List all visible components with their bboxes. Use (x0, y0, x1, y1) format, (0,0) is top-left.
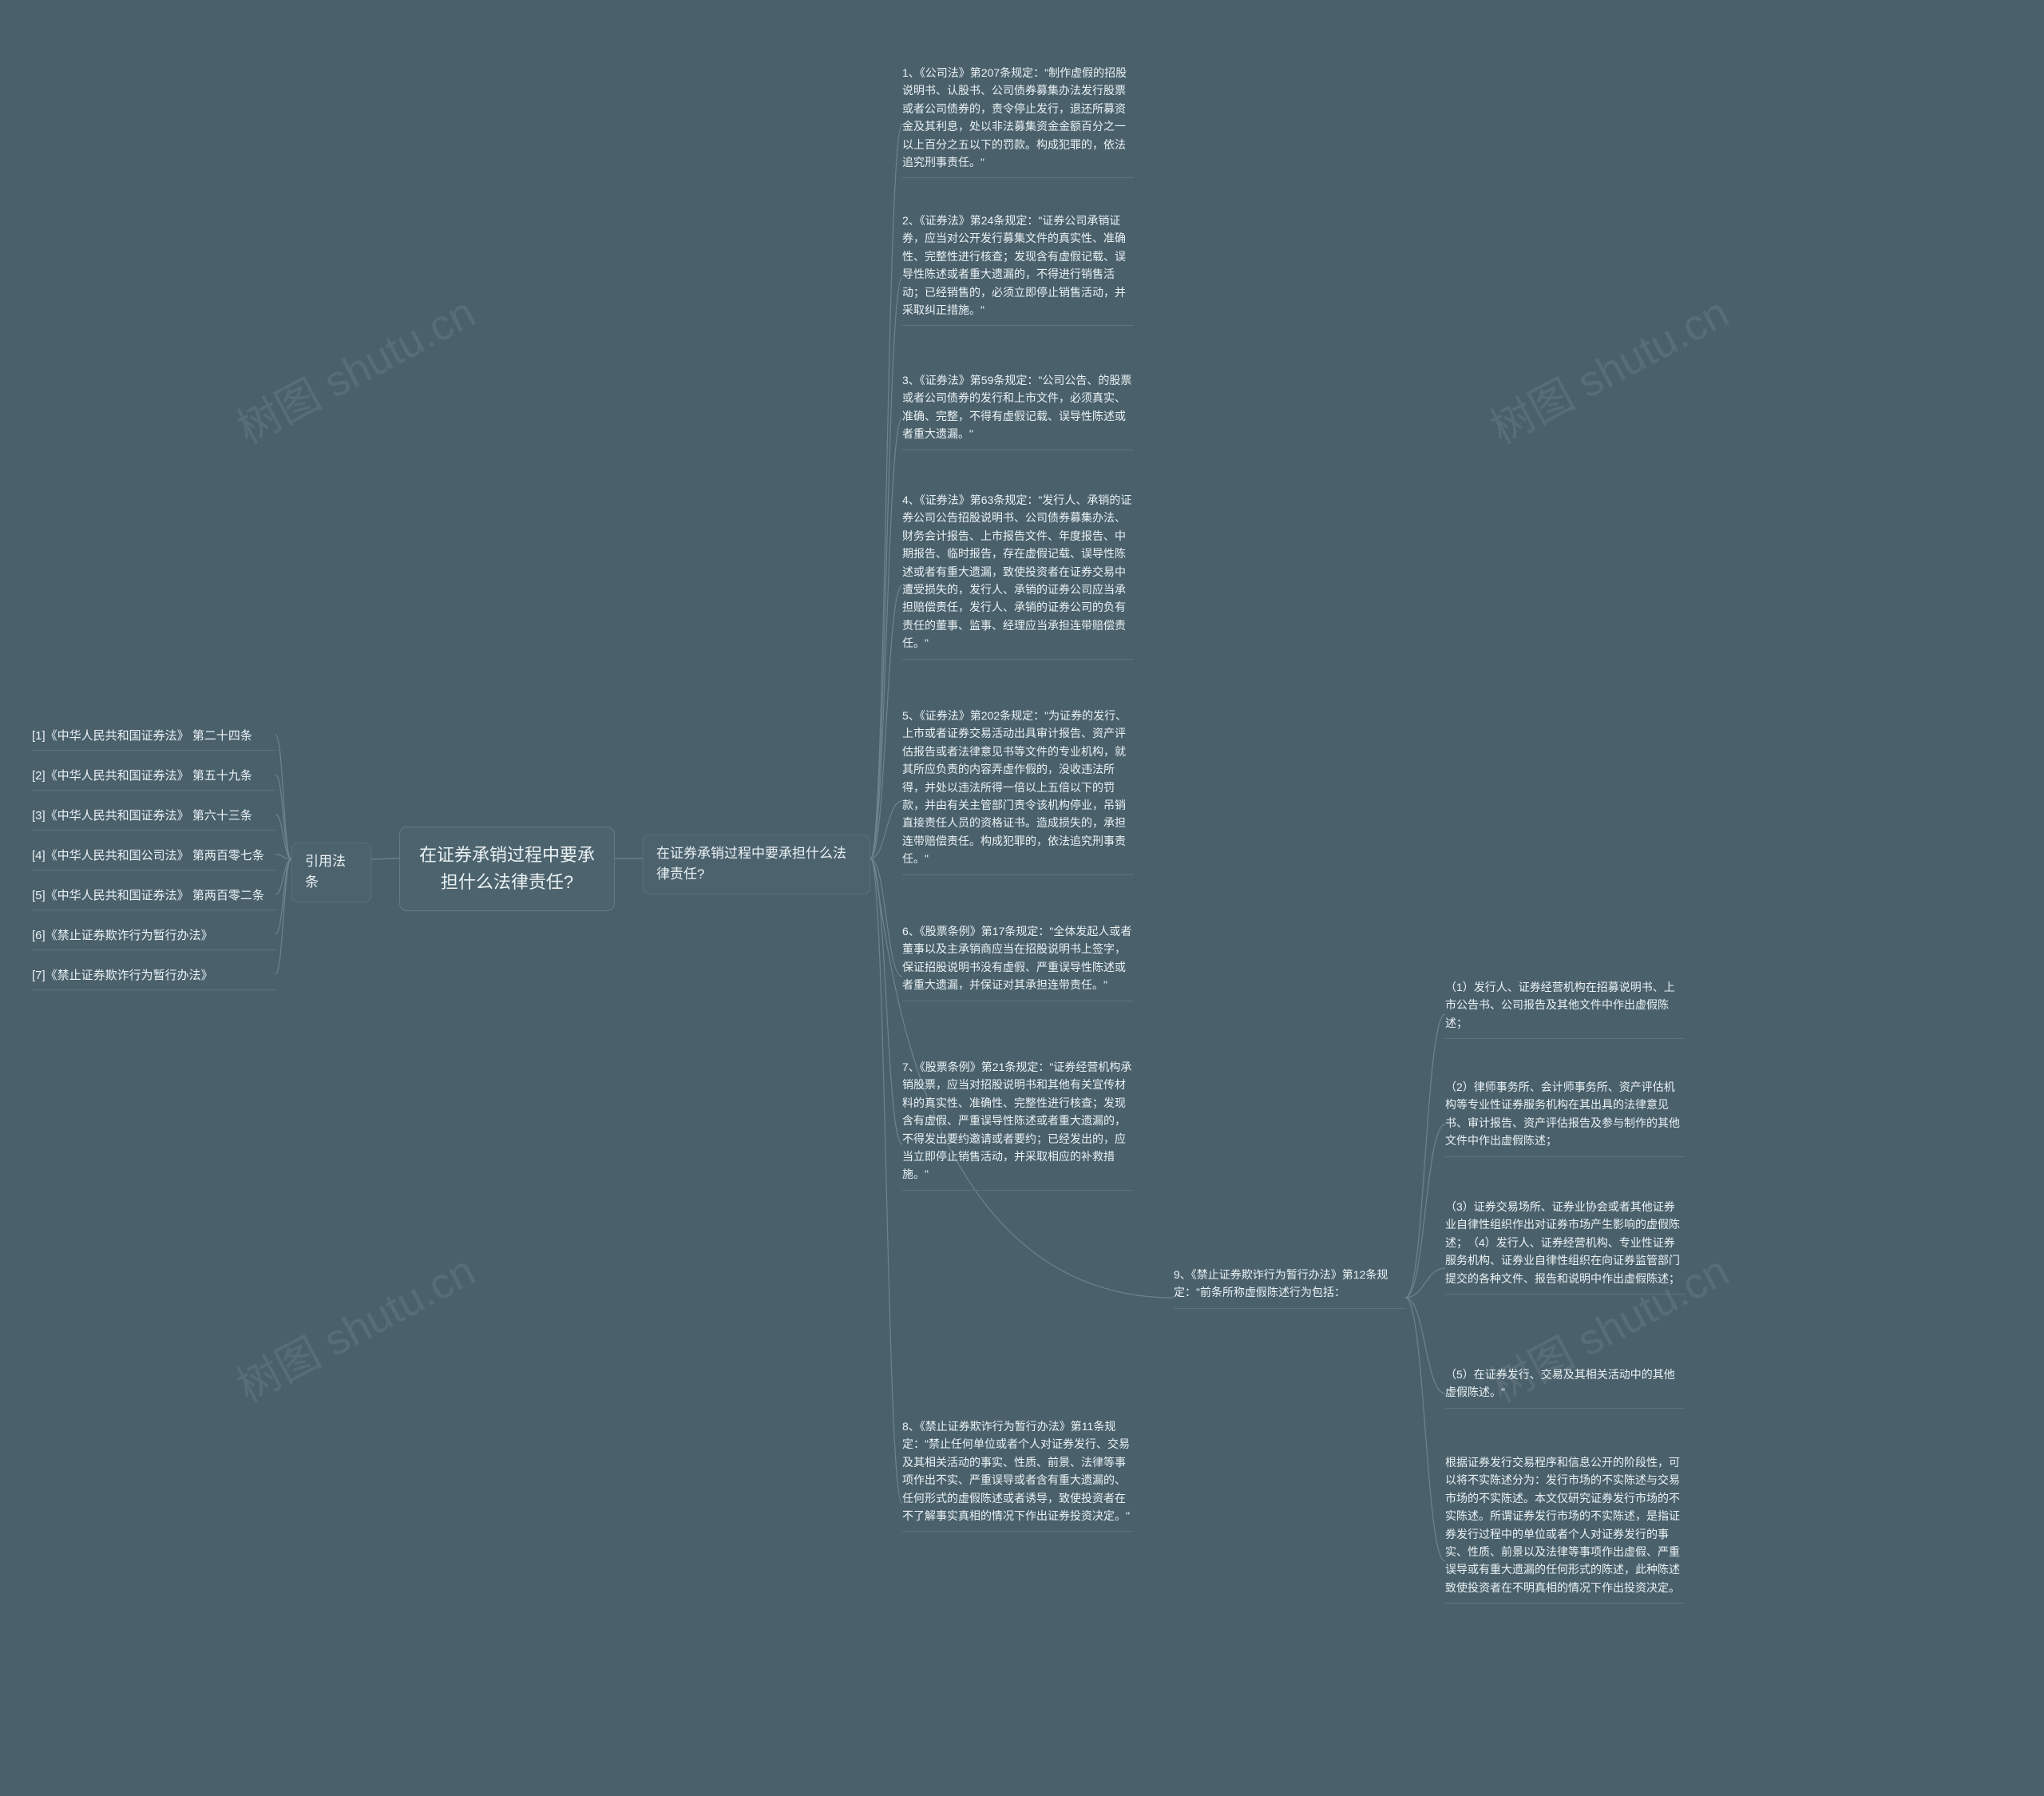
left-leaf[interactable]: [1]《中华人民共和国证券法》 第二十四条 (32, 727, 275, 751)
left-leaf[interactable]: [5]《中华人民共和国证券法》 第两百零二条 (32, 886, 275, 910)
root-title: 在证券承销过程中要承担什么法律责任? (419, 845, 595, 892)
left-leaf[interactable]: [3]《中华人民共和国证券法》 第六十三条 (32, 807, 275, 831)
right-leaf[interactable]: 6、《股票条例》第17条规定："全体发起人或者董事以及主承销商应当在招股说明书上… (902, 922, 1134, 1001)
right-branch-node[interactable]: 在证券承销过程中要承担什么法律责任? (643, 835, 870, 894)
sub-branch-node[interactable]: 9、《禁止证券欺诈行为暂行办法》第12条规定："前条所称虚假陈述行为包括： (1174, 1266, 1405, 1309)
sub-leaf[interactable]: （3）证券交易场所、证券业协会或者其他证券业自律性组织作出对证券市场产生影响的虚… (1445, 1198, 1685, 1294)
left-leaf[interactable]: [6]《禁止证券欺诈行为暂行办法》 (32, 926, 275, 950)
right-leaf[interactable]: 5、《证券法》第202条规定："为证券的发行、上市或者证券交易活动出具审计报告、… (902, 707, 1134, 875)
left-branch-label: 引用法条 (305, 854, 346, 890)
right-leaf[interactable]: 7、《股票条例》第21条规定："证券经营机构承销股票，应当对招股说明书和其他有关… (902, 1058, 1134, 1191)
right-branch-label: 在证券承销过程中要承担什么法律责任? (656, 846, 846, 882)
sub-leaf[interactable]: （2）律师事务所、会计师事务所、资产评估机构等专业性证券服务机构在其出具的法律意… (1445, 1078, 1685, 1157)
right-leaf[interactable]: 2、《证券法》第24条规定："证券公司承销证券，应当对公开发行募集文件的真实性、… (902, 212, 1134, 326)
left-leaf[interactable]: [2]《中华人民共和国证券法》 第五十九条 (32, 767, 275, 791)
right-leaf[interactable]: 1、《公司法》第207条规定："制作虚假的招股说明书、认股书、公司债券募集办法发… (902, 64, 1134, 178)
sub-leaf[interactable]: （1）发行人、证券经营机构在招募说明书、上市公告书、公司报告及其他文件中作出虚假… (1445, 978, 1685, 1039)
left-leaf[interactable]: [4]《中华人民共和国公司法》 第两百零七条 (32, 846, 275, 870)
right-leaf[interactable]: 4、《证券法》第63条规定："发行人、承销的证券公司公告招股说明书、公司债券募集… (902, 491, 1134, 660)
root-node[interactable]: 在证券承销过程中要承担什么法律责任? (399, 827, 615, 911)
sub-leaf[interactable]: 根据证券发行交易程序和信息公开的阶段性，可以将不实陈述分为：发行市场的不实陈述与… (1445, 1453, 1685, 1604)
right-leaf[interactable]: 3、《证券法》第59条规定："公司公告、的股票或者公司债券的发行和上市文件，必须… (902, 371, 1134, 450)
sub-branch-label: 9、《禁止证券欺诈行为暂行办法》第12条规定："前条所称虚假陈述行为包括： (1174, 1268, 1388, 1298)
sub-leaf[interactable]: （5）在证券发行、交易及其相关活动中的其他虚假陈述。" (1445, 1366, 1685, 1409)
right-leaf[interactable]: 8、《禁止证券欺诈行为暂行办法》第11条规定："禁止任何单位或者个人对证券发行、… (902, 1417, 1134, 1532)
left-branch-node[interactable]: 引用法条 (291, 842, 371, 902)
left-leaf[interactable]: [7]《禁止证券欺诈行为暂行办法》 (32, 966, 275, 990)
mindmap-canvas: 在证券承销过程中要承担什么法律责任? 引用法条 在证券承销过程中要承担什么法律责… (0, 0, 2044, 1796)
